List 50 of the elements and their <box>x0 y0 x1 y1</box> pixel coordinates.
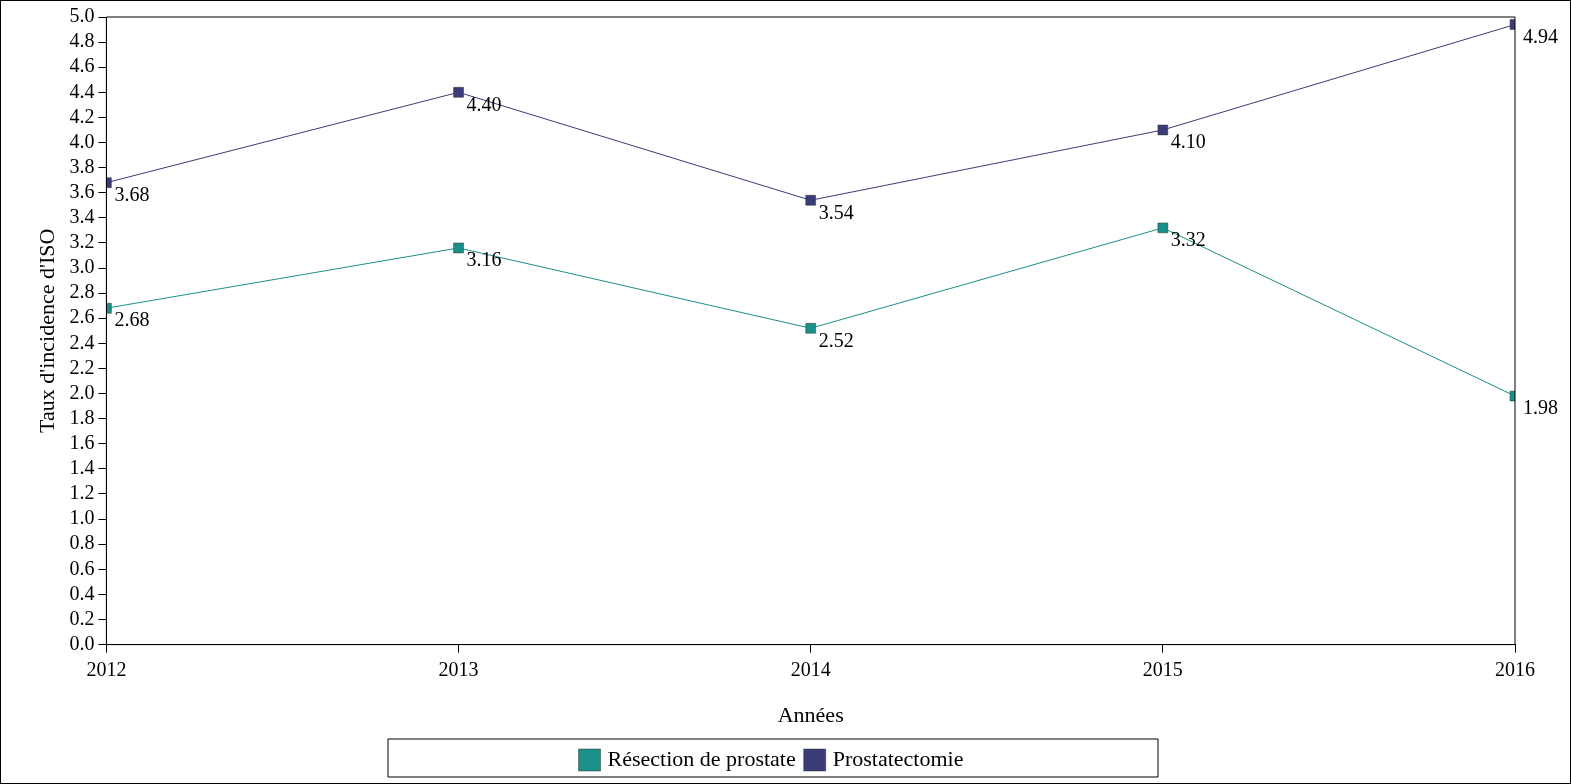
y-tick-label: 4.6 <box>69 54 95 77</box>
legend-label: Résection de prostate <box>607 745 796 771</box>
data-label: 3.54 <box>818 200 854 223</box>
y-tick-label: 0.6 <box>69 556 95 579</box>
x-axis-title: Années <box>777 701 844 727</box>
point <box>453 87 464 98</box>
point <box>805 195 816 206</box>
y-tick-label: 3.4 <box>69 205 95 228</box>
x-tick-label: 2015 <box>1142 657 1183 680</box>
legend-label: Prostatectomie <box>832 745 964 771</box>
y-tick-label: 5.0 <box>69 4 95 27</box>
data-label: 1.98 <box>1523 396 1558 419</box>
y-tick-label: 4.0 <box>69 129 95 152</box>
y-tick-label: 2.4 <box>69 330 95 353</box>
point <box>1157 222 1169 234</box>
y-tick-label: 1.6 <box>69 431 95 454</box>
data-label: 2.68 <box>114 308 150 331</box>
data-label: 2.52 <box>818 328 854 351</box>
y-tick-label: 1.4 <box>69 456 95 479</box>
y-tick-label: 2.0 <box>69 380 95 403</box>
y-tick-label: 0.2 <box>69 606 95 629</box>
x-tick-label: 2016 <box>1495 657 1535 680</box>
y-tick-label: 2.6 <box>69 305 95 328</box>
data-label: 4.10 <box>1170 130 1206 153</box>
y-tick-label: 4.4 <box>69 79 95 102</box>
y-tick-label: 2.8 <box>69 280 95 303</box>
data-label: 4.40 <box>466 92 502 115</box>
y-tick-label: 1.0 <box>69 506 95 529</box>
data-label: 3.68 <box>114 182 150 205</box>
y-tick-label: 2.2 <box>69 355 95 378</box>
data-label: 3.16 <box>466 248 502 271</box>
y-tick-label: 4.8 <box>69 29 95 52</box>
data-label: 4.94 <box>1523 24 1558 47</box>
y-tick-label: 1.2 <box>69 481 95 504</box>
y-tick-label: 3.6 <box>69 179 95 202</box>
point <box>453 242 464 254</box>
x-tick-label: 2013 <box>438 657 479 680</box>
y-tick-label: 3.8 <box>69 154 95 177</box>
y-tick-label: 1.8 <box>69 405 95 428</box>
point <box>1157 124 1169 136</box>
y-tick-label: 0.4 <box>69 581 95 604</box>
y-axis-title: Taux d'incidence d'ISO <box>33 228 59 433</box>
x-tick-label: 2014 <box>790 657 831 680</box>
x-tick-label: 2012 <box>86 657 127 680</box>
point <box>805 323 816 334</box>
y-tick-label: 4.2 <box>69 104 95 127</box>
y-tick-label: 3.0 <box>69 255 95 278</box>
y-tick-label: 0.8 <box>69 531 95 554</box>
y-tick-label: 3.2 <box>69 230 95 253</box>
y-tick-label: 0.0 <box>69 631 95 654</box>
